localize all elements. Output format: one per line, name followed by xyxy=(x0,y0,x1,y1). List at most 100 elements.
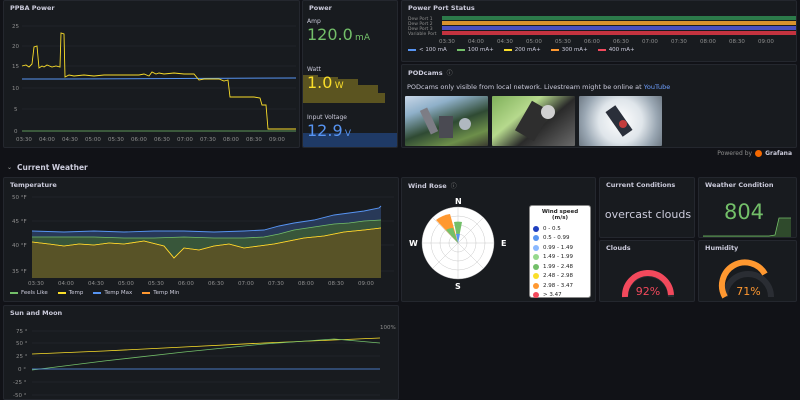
sun-moon-y-tick: 0 ° xyxy=(18,367,26,373)
clouds-panel: Clouds 92% xyxy=(599,240,695,302)
sun-moon-y-tick: 75 ° xyxy=(16,329,28,335)
legend-item[interactable]: 400 mA+ xyxy=(597,47,635,53)
port-x-tick: 05:00 xyxy=(526,39,542,45)
chevron-down-icon[interactable]: ⌄ xyxy=(7,163,13,171)
legend-item[interactable]: Temp Min xyxy=(142,290,179,296)
port-x-tick: 08:00 xyxy=(700,39,716,45)
sun-moon-chart[interactable]: 75 ° 50 ° 25 ° 0 ° -25 ° -50 ° 100% xyxy=(4,306,399,400)
amp-value: 120.0 xyxy=(307,25,353,44)
podcam-image-3[interactable] xyxy=(579,96,662,146)
wind-legend-row[interactable]: 2.48 - 2.98 xyxy=(533,272,587,282)
direction-w: W xyxy=(409,239,418,248)
wind-legend-label: 0 - 0.5 xyxy=(543,225,561,232)
wind-legend-row[interactable]: 0.5 - 0.99 xyxy=(533,234,587,244)
amp-label: Amp xyxy=(307,18,321,25)
port-x-axis: 03:30 04:00 04:30 05:00 05:30 06:00 06:3… xyxy=(439,39,774,45)
power-title: Power xyxy=(309,4,332,12)
ppba-y-tick: 5 xyxy=(14,107,18,113)
ppba-x-tick: 04:30 xyxy=(62,137,78,143)
ppba-x-tick: 05:30 xyxy=(108,137,124,143)
grafana-text: Grafana xyxy=(765,150,792,157)
wind-legend-row[interactable]: 0 - 0.5 xyxy=(533,224,587,234)
temperature-panel: Temperature 50 °F 45 °F 40 °F 35 °F 03:3… xyxy=(3,177,399,302)
port-x-tick: 04:00 xyxy=(468,39,484,45)
temp-x-tick: 07:00 xyxy=(238,281,254,287)
port-row-4-bar xyxy=(442,31,796,35)
temp-x-tick: 08:30 xyxy=(328,281,344,287)
temp-y-axis: 50 °F 45 °F 40 °F 35 °F xyxy=(12,195,27,275)
telescope-image xyxy=(605,105,633,137)
legend-label: Temp Min xyxy=(153,290,180,296)
watt-value: 1.0 xyxy=(307,73,333,92)
weather-condition-title: Weather Condition xyxy=(705,181,774,189)
legend-item[interactable]: 200 mA+ xyxy=(503,47,541,53)
weather-condition-panel: Weather Condition 804 xyxy=(698,177,797,238)
temp-y-tick: 35 °F xyxy=(12,269,27,275)
ppba-x-tick: 06:30 xyxy=(154,137,170,143)
info-icon[interactable]: ⓘ xyxy=(446,70,453,77)
legend-item[interactable]: Feels Like xyxy=(10,290,48,296)
sun-moon-panel: Sun and Moon 75 ° 50 ° 25 ° 0 ° -25 ° -5… xyxy=(3,305,399,400)
current-weather-row[interactable]: ⌄ Current Weather xyxy=(0,157,800,177)
info-icon[interactable]: ⓘ xyxy=(450,183,457,190)
feels-like-line xyxy=(32,219,382,239)
sun-moon-y-axis: 75 ° 50 ° 25 ° 0 ° -25 ° -50 ° xyxy=(13,329,28,399)
legend-label: 400 mA+ xyxy=(608,47,635,53)
legend-item[interactable]: 100 mA+ xyxy=(456,47,494,53)
wind-legend-row[interactable]: 0.99 - 1.49 xyxy=(533,243,587,253)
voltage-unit: V xyxy=(344,129,352,139)
port-row-label: Dew Port 3 xyxy=(408,26,433,32)
port-x-tick: 06:30 xyxy=(613,39,629,45)
humidity-panel: Humidity 71% xyxy=(698,240,797,302)
legend-item[interactable]: Temp xyxy=(57,290,84,296)
voltage-label: Input Voltage xyxy=(307,114,347,121)
port-row-label: Dew Port 2 xyxy=(408,21,433,27)
ppba-x-tick: 06:00 xyxy=(131,137,147,143)
wind-legend-row[interactable]: 2.98 - 3.47 xyxy=(533,281,587,291)
temp-x-tick: 09:00 xyxy=(358,281,374,287)
port-x-tick: 04:30 xyxy=(497,39,513,45)
current-conditions-title: Current Conditions xyxy=(606,181,676,189)
legend-label: 200 mA+ xyxy=(514,47,541,53)
port-row-label: Variable Port xyxy=(408,31,437,37)
youtube-link[interactable]: YouTube xyxy=(643,83,671,91)
legend-label: Temp xyxy=(68,290,84,296)
legend-item[interactable]: 300 mA+ xyxy=(550,47,588,53)
temp-x-axis: 03:30 04:00 04:30 05:00 05:30 06:00 06:3… xyxy=(28,281,374,287)
ppba-y-tick: 10 xyxy=(12,86,19,92)
ppba-y-tick: 20 xyxy=(12,44,19,50)
wind-rose-panel: Wind Rose ⓘ N E S W Wind speed (m/s) 0 - … xyxy=(401,177,596,302)
wind-legend-row[interactable]: 1.49 - 1.99 xyxy=(533,253,587,263)
wind-legend-row[interactable]: 1.99 - 2.48 xyxy=(533,262,587,272)
voltage-value: 12.9 xyxy=(307,121,343,140)
ppba-power-chart[interactable]: 25 20 15 10 5 0 03:30 04:00 04:30 05:00 … xyxy=(4,1,300,148)
sun-moon-title: Sun and Moon xyxy=(10,309,63,317)
podcam-image-2[interactable] xyxy=(492,96,575,146)
port-status-chart[interactable]: Dew Port 1 Dew Port 2 Dew Port 3 Variabl… xyxy=(402,1,797,62)
humidity-title: Humidity xyxy=(705,244,739,252)
amp-unit: mA xyxy=(355,33,370,43)
current-conditions-value: overcast clouds xyxy=(604,208,692,221)
wind-legend-label: 1.49 - 1.99 xyxy=(543,254,573,261)
current-conditions-panel: Current Conditions overcast clouds xyxy=(599,177,695,238)
legend-item[interactable]: Temp Max xyxy=(93,290,132,296)
sun-moon-y-tick: 50 ° xyxy=(16,341,28,347)
voltage-stat: 12.9 V xyxy=(307,121,351,140)
weather-sparkline xyxy=(703,217,791,237)
ppba-blue-series xyxy=(22,77,297,80)
podcam-image-1[interactable] xyxy=(405,96,488,146)
ppba-x-tick: 03:30 xyxy=(16,137,32,143)
podcams-description: PODcams only visible from local network.… xyxy=(407,83,642,91)
temperature-chart[interactable]: 50 °F 45 °F 40 °F 35 °F 03:30 04:00 04:3… xyxy=(4,178,399,302)
powered-by-grafana[interactable]: Powered by Grafana xyxy=(717,150,792,157)
wind-legend-row[interactable]: > 3.47 xyxy=(533,291,587,301)
ppba-x-tick: 08:30 xyxy=(246,137,262,143)
port-x-tick: 07:30 xyxy=(671,39,687,45)
legend-item[interactable]: < 100 mA xyxy=(408,47,447,53)
temp-y-tick: 50 °F xyxy=(12,195,27,201)
legend-label: 100 mA+ xyxy=(467,47,494,53)
weather-condition-value: 804 xyxy=(723,200,765,224)
port-x-tick: 09:00 xyxy=(758,39,774,45)
wind-rose-chart[interactable]: N E S W xyxy=(402,178,596,302)
wind-sector-n xyxy=(454,221,462,243)
